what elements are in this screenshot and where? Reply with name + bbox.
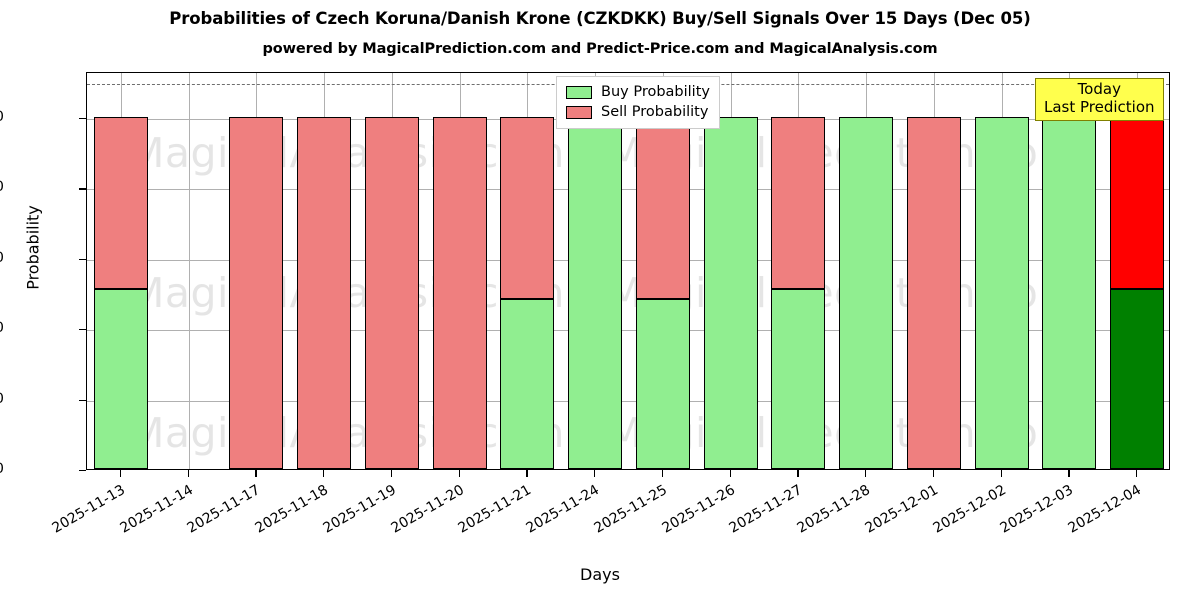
bar-segment-sell — [93, 116, 148, 289]
bar-segment-sell — [1110, 116, 1165, 289]
x-axis-tick-mark — [594, 470, 596, 477]
bar-segment-sell — [500, 116, 555, 299]
x-axis-tick-mark — [932, 470, 935, 477]
legend-swatch-buy-icon — [566, 85, 592, 99]
x-axis-tick-mark — [1000, 470, 1002, 477]
y-axis-tick-label: 20 — [0, 391, 4, 407]
bar-group[interactable] — [635, 73, 690, 469]
bar-group-today[interactable] — [1110, 73, 1165, 469]
today-label-line1: Today — [1077, 80, 1121, 98]
x-axis-tick-mark — [729, 470, 731, 477]
bar-segment-sell — [432, 116, 487, 469]
x-axis-tick-mark — [390, 470, 393, 477]
bar-group[interactable] — [229, 73, 284, 469]
y-axis-tick-mark — [79, 329, 86, 331]
bar-group[interactable] — [432, 73, 487, 469]
x-axis-tick-mark — [661, 470, 664, 477]
legend-swatch-sell-icon — [566, 105, 592, 119]
legend-label-sell: Sell Probability — [601, 104, 709, 120]
x-axis-tick-mark — [1136, 470, 1138, 477]
bar-group[interactable] — [974, 73, 1029, 469]
y-axis-tick-mark — [79, 188, 86, 190]
y-axis-tick-label: 0 — [0, 461, 4, 477]
y-axis-label: Probability — [23, 205, 43, 290]
x-axis-tick-mark — [797, 470, 799, 477]
bar-segment-buy — [839, 116, 894, 469]
bar-group[interactable] — [906, 73, 961, 469]
y-axis-tick-mark — [79, 117, 86, 120]
bar-group[interactable] — [568, 73, 623, 469]
bar-segment-sell — [364, 116, 419, 469]
bar-group[interactable] — [364, 73, 419, 469]
x-axis-label: Days — [580, 565, 620, 584]
x-axis-tick-mark — [865, 470, 867, 477]
y-axis-tick-label: 60 — [0, 250, 4, 266]
x-axis-tick-mark — [255, 470, 257, 477]
page-title: Probabilities of Czech Koruna/Danish Kro… — [169, 9, 1031, 28]
bar-segment-buy — [635, 298, 690, 469]
legend-item-buy: Buy Probability — [566, 82, 710, 102]
today-annotation: Today Last Prediction — [1035, 78, 1164, 122]
y-axis-tick-label: 100 — [0, 109, 4, 125]
bar-group[interactable] — [500, 73, 555, 469]
bar-segment-buy — [974, 116, 1029, 469]
legend-item-sell: Sell Probability — [566, 102, 710, 122]
bar-group[interactable] — [771, 73, 826, 469]
bar-segment-buy — [1042, 116, 1097, 469]
bar-segment-sell — [297, 116, 352, 469]
bar-group[interactable] — [297, 73, 352, 469]
gridline-horizontal — [87, 259, 1169, 261]
x-axis-tick-mark — [458, 470, 460, 477]
bar-segment-sell — [906, 116, 961, 469]
today-label-line2: Last Prediction — [1044, 97, 1155, 116]
bar-segment-buy — [500, 298, 555, 469]
y-axis-tick-mark — [79, 470, 86, 472]
x-axis-tick-mark — [323, 470, 325, 477]
y-axis-tick-mark — [79, 399, 86, 401]
bar-group[interactable] — [93, 73, 148, 469]
x-axis-tick-mark — [526, 470, 528, 477]
gridline-vertical — [188, 73, 190, 469]
bar-segment-buy — [1110, 288, 1165, 469]
gridline-horizontal — [87, 189, 1169, 191]
bar-segment-buy — [568, 116, 623, 469]
bar-group[interactable] — [703, 73, 758, 469]
bar-group[interactable] — [1042, 73, 1097, 469]
plot-area: MagicalAnalysis.comMagicalPrediction.com… — [86, 72, 1170, 470]
chart-subtitle: powered by MagicalPrediction.com and Pre… — [262, 41, 938, 57]
bar-segment-sell — [229, 116, 284, 469]
gridline-horizontal — [87, 400, 1169, 402]
chart-legend: Buy Probability Sell Probability — [556, 76, 720, 129]
y-axis-tick-mark — [79, 258, 86, 260]
bar-segment-buy — [771, 288, 826, 469]
y-axis-tick-label: 40 — [0, 320, 4, 336]
bar-segment-buy — [703, 116, 758, 469]
x-axis-tick-mark — [1068, 470, 1070, 477]
bar-group[interactable] — [839, 73, 894, 469]
x-axis-tick-mark — [187, 470, 189, 477]
bar-segment-sell — [771, 116, 826, 289]
legend-label-buy: Buy Probability — [601, 84, 710, 100]
x-axis-tick-mark — [119, 470, 122, 477]
bar-segment-sell — [635, 116, 690, 299]
bar-segment-buy — [93, 288, 148, 469]
y-axis-tick-label: 80 — [0, 179, 4, 195]
gridline-horizontal — [87, 330, 1169, 332]
